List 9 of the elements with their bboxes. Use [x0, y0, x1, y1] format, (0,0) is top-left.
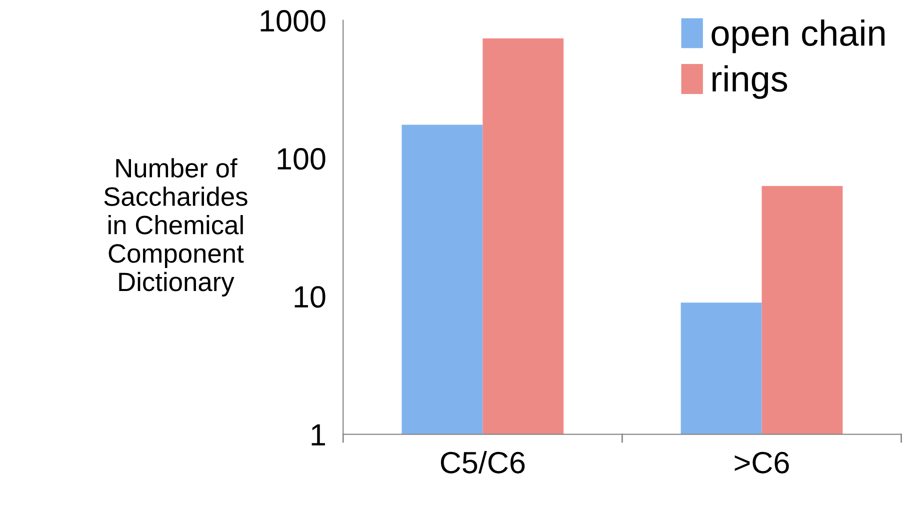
y-tick-label: 1	[312, 424, 325, 446]
y-tick-label: 10	[294, 286, 326, 308]
y-tick-label: 1000	[260, 10, 326, 32]
y-axis-title: Number of Saccharides in Chemical Component Dictionary	[104, 158, 248, 296]
x-tick-label: >C6	[734, 452, 789, 474]
legend-label: rings	[712, 65, 788, 99]
x-tick-label: C5/C6	[440, 451, 525, 474]
y-tick-label: 100	[278, 148, 326, 170]
legend-label: open chain	[712, 19, 884, 54]
